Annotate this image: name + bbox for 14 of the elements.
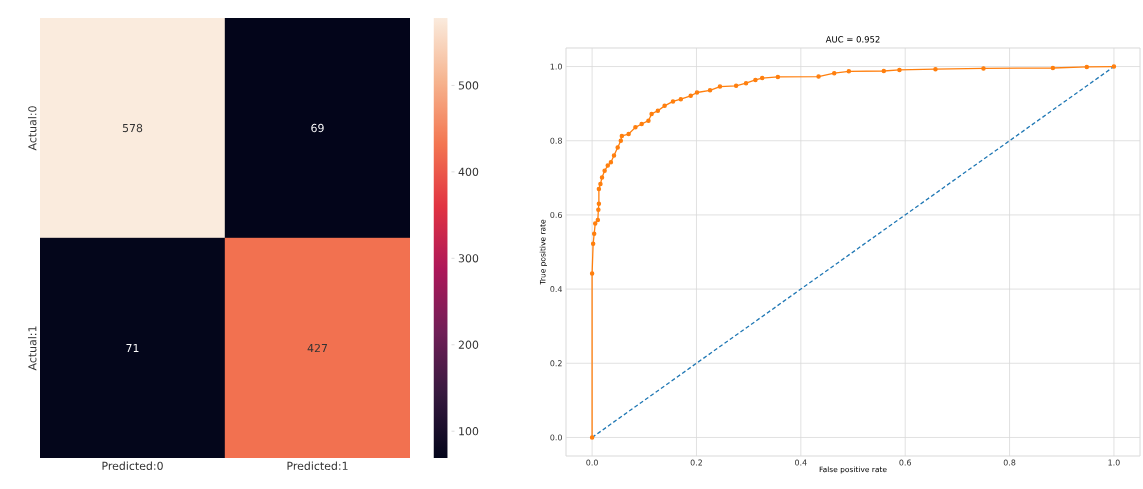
data-label: 578	[122, 123, 143, 133]
color-bar-label: 500	[458, 81, 479, 90]
chart-title: AUC = 0.952	[825, 36, 880, 43]
y-tick-label: Actual:1	[28, 326, 37, 371]
data-label: 71	[126, 344, 139, 352]
data-label: 69	[311, 123, 324, 133]
y-tick-label: Actual:0	[28, 106, 37, 151]
color-bar-label: 200	[458, 340, 479, 349]
color-bar-label: 400	[458, 167, 479, 177]
data-label: 427	[307, 343, 328, 353]
x-tick-label: Predicted:0	[102, 461, 163, 471]
color-bar-label: 300	[458, 254, 479, 263]
x-tick-label: Predicted:1	[287, 461, 348, 471]
color-bar-label: 100	[459, 427, 479, 436]
